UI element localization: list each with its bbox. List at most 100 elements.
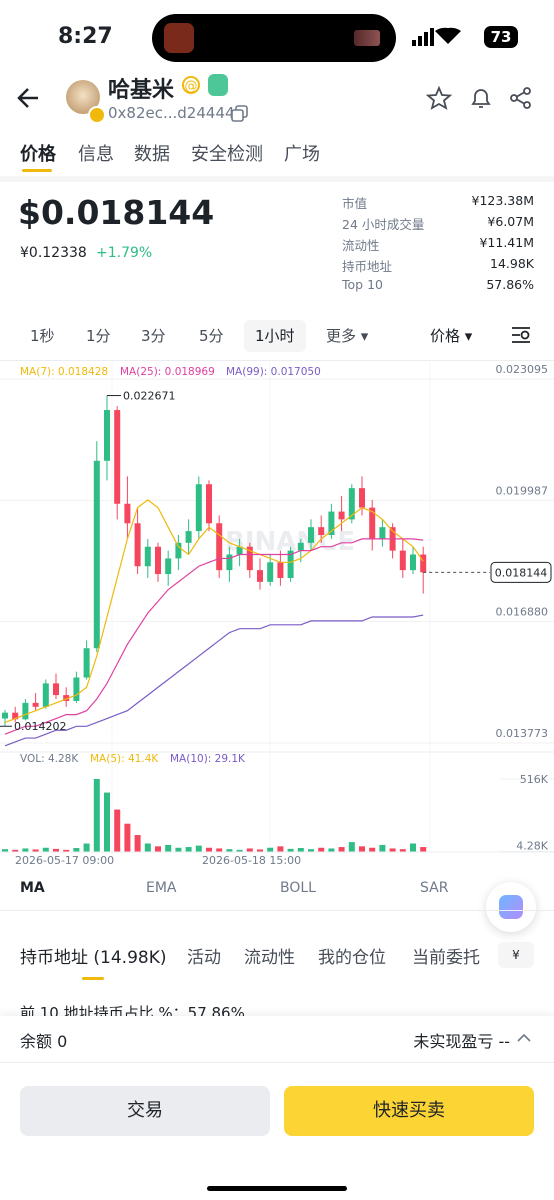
indicator-tab[interactable]: SAR (420, 880, 449, 896)
candle-body (318, 527, 325, 535)
stat-label: Top 10 (342, 277, 383, 292)
expand-icon[interactable] (516, 1032, 532, 1044)
stat-label: 流动性 (342, 238, 380, 253)
volume-bar (308, 849, 314, 852)
tab-indicator (82, 977, 104, 980)
indicator-tab[interactable]: MA (20, 880, 45, 896)
stat-value: 57.86% (486, 277, 534, 292)
candle-body (175, 542, 182, 559)
candle-body (236, 546, 243, 555)
candle-body (379, 527, 386, 539)
last-price-label: 0.018144 (495, 566, 548, 579)
candle-body (185, 531, 192, 543)
volume-bar (277, 846, 284, 852)
interval[interactable]: 1分 (86, 327, 111, 345)
ai-assistant[interactable] (486, 882, 536, 932)
divider (0, 1062, 554, 1063)
candle-body (134, 523, 141, 567)
ai-icon (499, 895, 523, 919)
volume-bar (175, 847, 182, 852)
tab[interactable]: 广场 (284, 144, 320, 165)
last-price-box (490, 561, 552, 583)
candle-body (22, 702, 29, 720)
indicator-tab[interactable]: BOLL (280, 880, 316, 896)
chart-settings[interactable] (510, 325, 534, 345)
currency-toggle[interactable]: ¥ (498, 942, 534, 968)
high-label: 0.022671 (123, 390, 176, 403)
volume-bar (73, 848, 80, 852)
interval[interactable]: 1秒 (30, 327, 55, 345)
share-icon[interactable] (508, 86, 534, 110)
stat-value: ¥11.41M (479, 235, 534, 250)
volume-bar (379, 844, 386, 852)
ma-legend: MA(25): 0.018969 (120, 366, 215, 378)
tab[interactable]: 我的仓位 (318, 948, 386, 968)
interval[interactable]: 5分 (199, 327, 224, 345)
interval[interactable]: 1小时 (255, 327, 295, 345)
back-button[interactable] (16, 86, 42, 110)
ma-legend: MA(99): 0.017050 (226, 366, 321, 378)
tab[interactable]: 活动 (187, 948, 221, 968)
candle-body (32, 702, 39, 707)
ma-line (4, 499, 424, 723)
token-name: 哈基米 (108, 78, 175, 103)
stat-value: ¥6.07M (487, 214, 534, 229)
price-change: +1.79% (96, 245, 153, 261)
volume-bar (369, 847, 376, 852)
tab[interactable]: 价格 (20, 144, 56, 165)
volume-bar (359, 846, 365, 852)
copy-icon[interactable] (230, 104, 250, 124)
alert-icon[interactable] (468, 85, 494, 111)
volume-tick-label: 516K (520, 773, 549, 786)
candle-body (2, 712, 8, 719)
candle-body (155, 546, 161, 575)
candle-body (267, 562, 274, 582)
candle-body (195, 484, 202, 532)
candle-body (226, 554, 233, 571)
candle-body (287, 550, 294, 578)
candle-body (369, 507, 376, 539)
trade-button[interactable]: 交易 (20, 1086, 270, 1136)
volume-bar (328, 848, 335, 852)
divider (0, 176, 554, 182)
quick-trade-button[interactable]: 快速买卖 (284, 1086, 534, 1136)
holders-tab[interactable]: 持币地址 (14.98K) (20, 948, 167, 968)
stat-label: 市值 (342, 196, 368, 211)
contract-address: 0x82ec...d24444 (108, 104, 235, 122)
candle-body (328, 511, 335, 535)
unrealized-pnl: 未实现盈亏 -- (413, 1032, 510, 1051)
volume-bar (246, 848, 253, 852)
status-icons (412, 27, 461, 46)
volume-bar (2, 849, 8, 852)
candle-body (359, 488, 365, 508)
candle-body (297, 542, 304, 551)
interval[interactable]: 3分 (141, 327, 166, 345)
tab[interactable]: 当前委托 (412, 948, 480, 968)
favorite-icon[interactable] (426, 86, 452, 110)
price-cny: ¥0.12338 (20, 245, 87, 261)
indicator-tab[interactable]: EMA (146, 880, 177, 896)
tab[interactable]: 信息 (78, 144, 114, 165)
tab[interactable]: 安全检测 (191, 144, 263, 165)
candle-body (42, 683, 49, 707)
volume-bar (114, 809, 121, 852)
volume-bar (267, 847, 274, 852)
candle-body (206, 484, 212, 524)
last-price: $0.018144 (18, 193, 215, 232)
balance: 余额 0 (20, 1032, 68, 1051)
candle-body (399, 550, 406, 571)
candle-body (63, 695, 70, 701)
candlestick-chart: BINANCE0.0230950.0199870.0168800.013773M… (0, 362, 554, 867)
tab[interactable]: 数据 (134, 144, 170, 165)
price-selector[interactable]: 价格 ▾ (430, 327, 473, 345)
interval-more[interactable]: 更多 ▾ (326, 327, 369, 345)
candle-body (165, 558, 172, 575)
interval-active-bg (244, 320, 306, 352)
tab[interactable]: 流动性 (244, 948, 295, 968)
dynamic-island (152, 14, 396, 62)
candle-body (216, 523, 223, 571)
volume-bar (22, 848, 29, 852)
mention-icon: @ (182, 76, 200, 94)
volume-bar (144, 843, 151, 852)
volume-bar (12, 849, 19, 852)
